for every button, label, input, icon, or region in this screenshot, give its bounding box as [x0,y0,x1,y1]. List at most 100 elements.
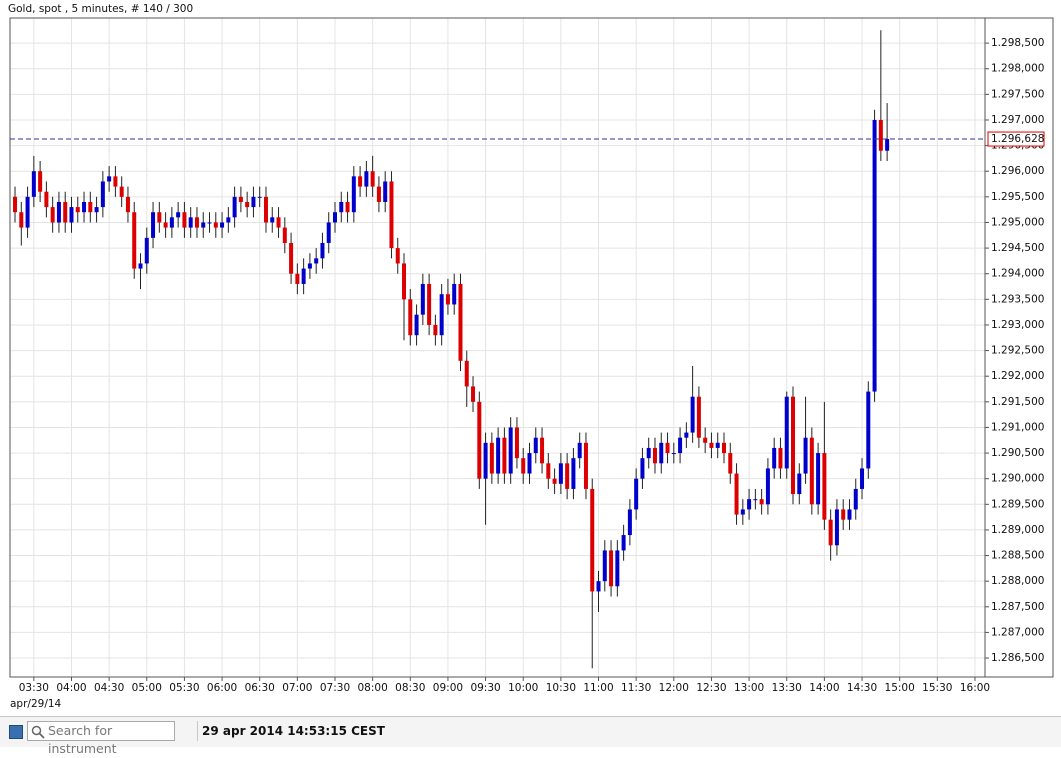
candle-body [797,473,802,495]
candle-body [69,207,74,223]
x-tick-label: 05:00 [132,682,162,694]
y-tick-label: 1.294,000 [991,268,1044,280]
y-tick-label: 1.288,500 [991,550,1044,562]
candle-body [527,453,532,474]
candle-body [577,442,582,459]
candle-body [715,442,720,448]
candle-body [414,314,419,336]
candle-body [471,386,476,402]
y-tick-label: 1.292,500 [991,345,1044,357]
candle-body [238,196,243,202]
candle-body [263,196,268,223]
candle-body [433,324,438,336]
x-tick-label: 12:30 [696,682,726,694]
candle-body [747,499,752,510]
candle-body [803,437,808,474]
candle-body [282,227,287,243]
y-tick-label: 1.290,000 [991,473,1044,485]
candle-body [31,171,36,197]
price-axis-frame [984,17,1054,678]
candle-body [119,186,124,197]
candle-body [232,196,237,218]
candle-body [307,263,312,269]
candle-body [709,442,714,448]
candle-body [94,207,99,213]
y-tick-label: 1.290,500 [991,447,1044,459]
candle-body [696,396,701,438]
candle-body [420,283,425,315]
candle-body [552,478,557,484]
candle-body [765,468,770,505]
y-tick-label: 1.297,000 [991,114,1044,126]
candle-body [13,196,18,213]
candle-body [358,176,363,187]
candle-body [63,201,68,223]
candle-body [753,499,758,501]
candle-body [333,212,337,223]
candle-body [125,196,130,213]
candle-body [571,458,576,489]
x-tick-label: 10:30 [546,682,576,694]
candle-body [314,258,319,264]
x-tick-label: 06:00 [207,682,237,694]
candle-body [320,242,325,259]
y-tick-label: 1.286,500 [991,652,1044,664]
candle-body [621,535,626,551]
candle-body [408,299,413,336]
candle-body [383,181,388,202]
candle-body [402,263,407,300]
y-tick-label: 1.297,500 [991,88,1044,100]
candle-body [395,248,400,264]
candle-body [75,207,80,213]
candle-body [878,119,883,151]
candle-body [157,212,162,223]
candle-body [245,201,250,208]
y-tick-label: 1.293,500 [991,293,1044,305]
candle-body [652,447,657,464]
candle-body [809,437,814,505]
candle-body [496,437,501,474]
x-tick-label: 07:00 [282,682,312,694]
candle-body [257,196,262,198]
candle-body [100,181,105,208]
candle-body [226,217,231,223]
candle-body [847,509,852,520]
y-tick-label: 1.293,000 [991,319,1044,331]
y-tick-label: 1.295,500 [991,191,1044,203]
y-tick-label: 1.287,500 [991,601,1044,613]
candle-body [728,453,733,474]
grid [10,18,985,677]
x-tick-label: 14:30 [847,682,877,694]
candle-body [163,222,168,228]
x-tick-label: 06:30 [245,682,275,694]
candle-body [376,186,381,202]
candle-body [740,509,745,515]
candle-body [132,212,137,269]
candle-body [107,176,112,182]
search-box[interactable]: Search for instrument [27,721,175,756]
y-tick-label: 1.294,500 [991,242,1044,254]
candle-body [144,237,149,264]
candle-body [351,176,356,213]
timestamp: 29 apr 2014 14:53:15 CEST [197,721,385,741]
status-icon[interactable] [9,725,23,739]
x-tick-label: 13:30 [772,682,802,694]
x-tick-label: 04:30 [94,682,124,694]
candle-body [194,217,199,228]
x-tick-label: 15:00 [885,682,915,694]
candle-body [866,391,871,469]
x-tick-label: 11:00 [583,682,613,694]
candle-body [602,550,607,582]
chart-background [0,0,1061,716]
date-label: apr/29/14 [10,698,62,710]
x-tick-label: 04:00 [56,682,86,694]
candle-body [339,201,344,213]
candle-body [489,442,494,474]
last-price-label: 1.296,628 [991,133,1044,145]
candle-body [885,139,890,151]
candle-body [151,212,156,238]
x-tick-label: 12:00 [659,682,689,694]
candle-body [678,437,683,454]
candle-body [721,442,726,454]
